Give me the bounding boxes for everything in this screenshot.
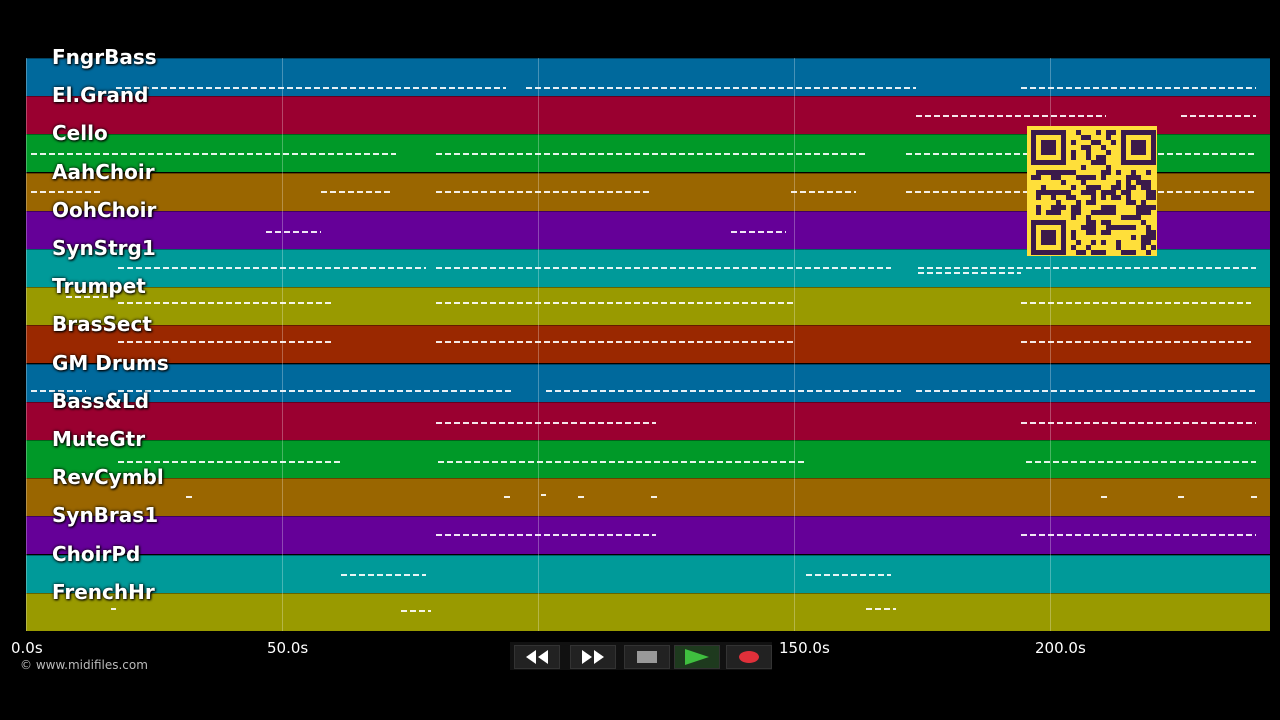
track-label: AahChoir (52, 159, 155, 184)
note-pattern (436, 421, 656, 424)
track-label: FngrBass (52, 45, 157, 69)
record-button[interactable] (726, 645, 772, 669)
note-pattern (118, 267, 426, 269)
note-pattern (1021, 341, 1251, 344)
note-pattern (341, 573, 426, 576)
note-pattern (436, 153, 866, 156)
note-pattern (1251, 496, 1258, 499)
note-pattern (916, 389, 1256, 392)
note-pattern (1021, 421, 1256, 424)
note-pattern (866, 607, 896, 610)
note-pattern (1101, 496, 1108, 499)
note-pattern (401, 609, 431, 612)
track-lane[interactable] (26, 401, 1270, 440)
note-pattern (436, 190, 651, 193)
track-lane[interactable] (26, 592, 1270, 631)
note-pattern (31, 389, 86, 392)
note-pattern (436, 302, 796, 305)
note-pattern (1181, 115, 1256, 118)
note-pattern (1026, 461, 1256, 463)
note-pattern (918, 267, 1256, 269)
note-pattern (66, 296, 111, 299)
track-label: MuteGtr (52, 427, 146, 451)
track-label: El.Grand (52, 83, 149, 108)
transport-bar (510, 642, 772, 670)
note-pattern (731, 230, 786, 233)
rewind-icon (526, 650, 548, 664)
note-pattern (116, 87, 506, 89)
note-pattern (1021, 87, 1256, 89)
time-gridline (794, 58, 795, 631)
play-button[interactable] (674, 645, 720, 669)
note-pattern (436, 341, 796, 344)
track-lane[interactable] (26, 554, 1270, 593)
track-lane[interactable] (26, 516, 1270, 555)
qr-code (1027, 126, 1157, 256)
note-pattern (186, 496, 194, 499)
fast-forward-icon (582, 650, 604, 664)
note-pattern (118, 461, 341, 463)
play-icon (685, 649, 709, 665)
rewind-button[interactable] (514, 645, 560, 669)
track-label: Cello (52, 121, 108, 146)
track-label: OohChoir (52, 197, 157, 222)
note-pattern (436, 267, 891, 269)
track-label: Trumpet (52, 274, 146, 299)
time-tick-label: 0.0s (11, 639, 43, 657)
time-tick-label: 200.0s (1035, 639, 1086, 657)
track-label: SynStrg1 (52, 236, 156, 260)
note-pattern (436, 534, 656, 537)
note-pattern (504, 496, 511, 499)
note-pattern (118, 389, 511, 392)
note-pattern (31, 190, 101, 193)
track-label: ChoirPd (52, 541, 141, 566)
time-gridline (1050, 58, 1051, 631)
note-pattern (118, 302, 331, 305)
track-label: GM Drums (52, 350, 169, 375)
note-pattern (541, 494, 546, 497)
track-label: Bass&Ld (52, 388, 150, 413)
time-gridline (538, 58, 539, 631)
track-lane[interactable] (26, 363, 1270, 402)
copyright-text: © www.midifiles.com (20, 658, 148, 672)
note-pattern (546, 389, 901, 392)
track-label: SynBras1 (52, 503, 159, 528)
note-pattern (918, 272, 1021, 274)
track-lane[interactable] (26, 440, 1270, 478)
note-pattern (791, 190, 856, 193)
track-lane[interactable] (26, 478, 1270, 517)
note-pattern (916, 115, 1106, 118)
note-pattern (321, 190, 391, 193)
note-pattern (31, 153, 396, 156)
track-label: FrenchHr (52, 579, 155, 604)
track-lane[interactable] (26, 287, 1270, 326)
time-gridline (26, 58, 27, 631)
track-label: RevCymbl (52, 465, 164, 490)
stop-button[interactable] (624, 645, 670, 669)
note-pattern (1021, 534, 1256, 537)
note-pattern (651, 496, 658, 499)
note-pattern (1178, 496, 1184, 499)
track-label: BrasSect (52, 312, 152, 337)
time-tick-label: 50.0s (267, 639, 309, 657)
note-pattern (266, 230, 321, 233)
note-pattern (111, 607, 116, 610)
note-pattern (578, 496, 584, 499)
track-lane[interactable] (26, 58, 1270, 96)
time-tick-label: 150.0s (779, 639, 830, 657)
note-pattern (806, 573, 891, 576)
track-lane[interactable] (26, 325, 1270, 364)
note-pattern (526, 87, 916, 89)
time-gridline (282, 58, 283, 631)
note-pattern (118, 341, 331, 344)
record-icon (739, 651, 759, 663)
fast-forward-button[interactable] (570, 645, 616, 669)
stop-icon (637, 651, 657, 663)
note-pattern (1021, 302, 1251, 305)
note-pattern (438, 461, 806, 463)
